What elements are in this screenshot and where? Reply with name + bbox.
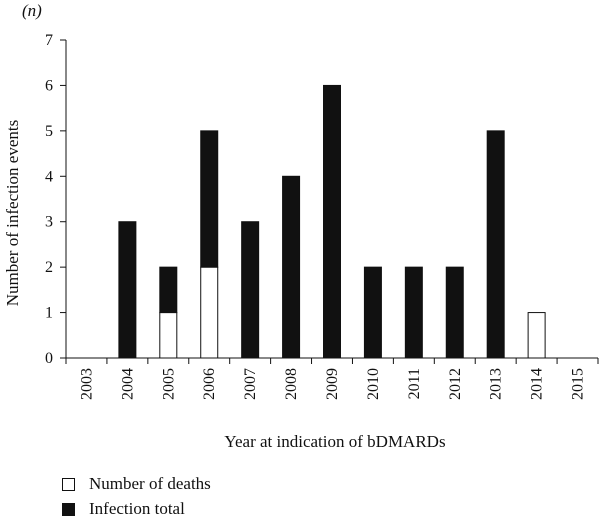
plot-area: 0 1 2 3 4 5 6 7 2003 2004 2005 2006 2007 2008 2009 2010… xyxy=(45,32,599,400)
bar-infection-total xyxy=(159,266,178,314)
y-tick-label: 3 xyxy=(45,214,53,231)
bar-infection-total xyxy=(404,266,423,359)
y-tick-label: 0 xyxy=(45,350,53,367)
bar-deaths xyxy=(200,266,219,359)
legend-label-deaths: Number of deaths xyxy=(89,474,211,493)
bar-infection-total xyxy=(118,221,137,359)
legend-label-infection-total: Infection total xyxy=(89,499,185,518)
bar-infection-total xyxy=(323,84,341,359)
bar-infection-total xyxy=(363,266,382,359)
x-tick-label: 2003 xyxy=(78,368,95,400)
y-tick-label: 4 xyxy=(45,168,53,185)
bar-infection-total xyxy=(486,130,505,359)
x-tick-label: 2012 xyxy=(447,368,464,400)
x-tick-label: 2015 xyxy=(570,368,587,400)
x-tick-label: 2008 xyxy=(283,368,300,400)
x-axis-title: Year at indication of bDMARDs xyxy=(224,432,445,451)
x-tick-label: 2013 xyxy=(488,368,505,400)
x-tick-label: 2009 xyxy=(324,368,341,400)
x-tick-label: 2006 xyxy=(201,368,218,400)
bar-infection-total xyxy=(200,130,219,268)
y-tick-label: 6 xyxy=(45,77,53,94)
y-tick-label: 7 xyxy=(45,32,53,49)
bar-infection-total xyxy=(282,175,301,359)
legend-item-infection-total: Infection total xyxy=(62,499,185,519)
x-tick-label: 2004 xyxy=(119,368,136,400)
x-tick-label: 2014 xyxy=(529,368,546,400)
legend-swatch-infection-total xyxy=(62,502,75,516)
y-unit-label: (n) xyxy=(22,1,42,20)
bar-deaths xyxy=(527,312,546,359)
y-tick-label: 1 xyxy=(45,305,53,322)
bar-deaths xyxy=(159,312,178,359)
bar-infection-total xyxy=(445,266,464,359)
bar-infection-total xyxy=(241,221,260,359)
legend-swatch-deaths xyxy=(62,477,75,491)
y-tick-label: 2 xyxy=(45,259,53,276)
bar-chart: (n) 0 1 2 3 4 5 6 7 2003 2004 2005 2006 2007 2008 2009… xyxy=(3,1,599,451)
legend-item-deaths: Number of deaths xyxy=(62,474,211,494)
y-tick-label: 5 xyxy=(45,123,53,140)
y-axis-title: Number of infection events xyxy=(3,120,22,306)
x-tick-label: 2010 xyxy=(365,368,382,400)
x-tick-label: 2011 xyxy=(406,368,423,399)
x-tick-label: 2005 xyxy=(160,368,177,400)
x-tick-label: 2007 xyxy=(242,368,259,400)
